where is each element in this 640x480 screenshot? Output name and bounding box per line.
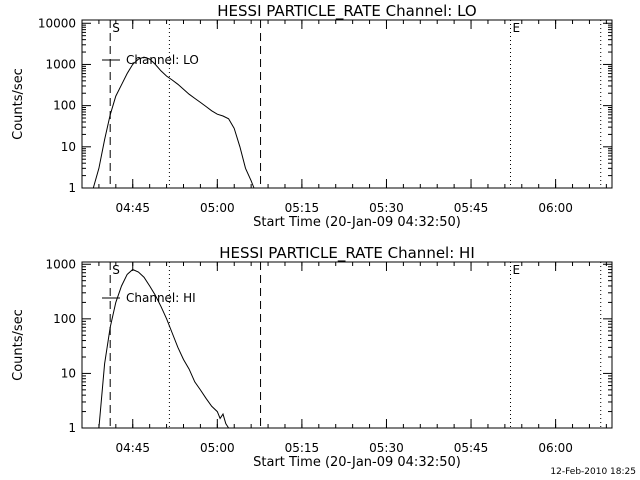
x-tick-label: 05:30 [369,441,404,455]
y-tick-label: 10 [61,140,76,154]
y-tick-label: 100 [53,99,76,113]
x-axis-label: Start Time (20-Jan-09 04:32:50) [253,215,461,230]
x-tick-label: 05:15 [285,201,320,215]
y-tick-label: 1 [68,181,76,195]
x-tick-label: 05:00 [200,441,235,455]
time-marker-label: S [112,263,120,277]
plot-timestamp: 12-Feb-2010 18:25 [550,467,636,477]
chart-title: HESSI PARTICLE_RATE Channel: HI [219,244,475,263]
x-tick-label: 04:45 [115,441,150,455]
y-tick-label: 100 [53,312,76,326]
series-line [98,268,230,429]
y-tick-label: 10000 [38,16,76,30]
series-line [92,56,255,189]
time-marker-label: E [513,21,521,35]
x-tick-label: 06:00 [538,441,573,455]
y-tick-label: 1000 [45,257,76,271]
legend-label: Channel: LO [126,53,199,67]
x-tick-label: 06:00 [538,201,573,215]
plot-frame [81,261,613,429]
plot-frame [81,19,613,189]
x-tick-label: 05:15 [285,441,320,455]
y-tick-label: 1 [68,421,76,435]
y-axis-label: Counts/sec [11,309,26,381]
y-tick-label: 1000 [45,57,76,71]
y-axis-label: Counts/sec [11,68,26,140]
x-tick-label: 05:45 [454,201,489,215]
x-tick-label: 05:45 [454,441,489,455]
x-tick-label: 04:45 [115,201,150,215]
y-tick-label: 10 [61,366,76,380]
time-marker-label: E [513,263,521,277]
x-tick-label: 05:00 [200,201,235,215]
chart-panel-hi: HESSI PARTICLE_RATE Channel: HI 1 10 100 100… [11,244,613,470]
legend-label: Channel: HI [126,291,196,305]
time-marker-label: S [112,21,120,35]
x-axis-label: Start Time (20-Jan-09 04:32:50) [253,455,461,470]
x-tick-label: 05:30 [369,201,404,215]
chart-title: HESSI PARTICLE_RATE Channel: LO [217,2,476,21]
chart-panel-lo: HESSI PARTICLE_RATE Channel: LO 1 10 100 100… [11,2,613,230]
